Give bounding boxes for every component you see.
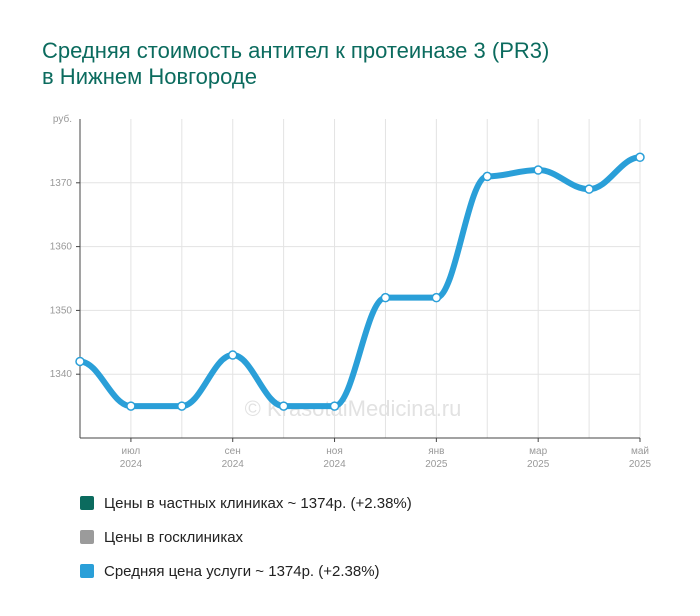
x-tick-label-year: 2025 bbox=[629, 459, 652, 470]
legend-item-average[interactable]: Средняя цена услуги ~ 1374р. (+2.38%) bbox=[80, 554, 412, 588]
line-chart: 1340 1350 1360 1370 руб. июл 2024 сен 2024 ноя 202… bbox=[50, 113, 652, 470]
y-tick-label: 1360 bbox=[50, 242, 73, 253]
data-point bbox=[482, 171, 493, 182]
x-tick-label-month: мар bbox=[529, 446, 547, 457]
legend-label-public: Цены в госклиниках bbox=[104, 528, 244, 546]
axis-labels: 1340 1350 1360 1370 руб. июл 2024 сен 2024 ноя 202… bbox=[50, 113, 652, 470]
data-point bbox=[380, 292, 391, 303]
chart-axes bbox=[76, 119, 641, 442]
x-tick-label-year: 2025 bbox=[527, 459, 550, 470]
x-tick-label-month: янв bbox=[428, 446, 444, 457]
data-point bbox=[584, 184, 594, 194]
data-point bbox=[329, 401, 340, 411]
data-point bbox=[635, 152, 645, 163]
chart-title-line-1: Средняя стоимость антител к протеиназе 3… bbox=[42, 38, 550, 63]
series-line-average bbox=[77, 154, 643, 410]
data-point bbox=[533, 165, 543, 175]
x-tick-label-year: 2024 bbox=[323, 459, 346, 470]
data-point bbox=[278, 401, 289, 411]
x-tick-label-month: ноя bbox=[326, 446, 343, 457]
x-tick-label-month: июл bbox=[122, 446, 141, 457]
y-tick-label: 1350 bbox=[50, 305, 73, 316]
y-tick-label: 1340 bbox=[50, 369, 73, 380]
legend-item-private[interactable]: Цены в частных клиниках ~ 1374р. (+2.38%… bbox=[80, 486, 412, 520]
x-tick-label-month: май bbox=[631, 446, 649, 457]
y-tick-label: 1370 bbox=[50, 178, 73, 189]
legend-swatch-average bbox=[80, 564, 94, 578]
x-tick-label-month: сен bbox=[225, 446, 241, 457]
legend-swatch-public bbox=[80, 530, 94, 544]
chart-legend: Цены в частных клиниках ~ 1374р. (+2.38%… bbox=[80, 486, 412, 588]
x-tick-label-year: 2025 bbox=[425, 459, 448, 470]
legend-label-private: Цены в частных клиниках ~ 1374р. (+2.38%… bbox=[104, 494, 412, 512]
legend-swatch-private bbox=[80, 496, 94, 510]
data-point bbox=[177, 401, 187, 411]
chart-title: Средняя стоимость антител к протеиназе 3… bbox=[42, 38, 549, 90]
data-point bbox=[75, 356, 85, 367]
x-tick-label-year: 2024 bbox=[120, 459, 143, 470]
data-point bbox=[227, 350, 238, 360]
series-average-price bbox=[77, 154, 643, 410]
watermark: © KrasotaiMedicina.ru bbox=[245, 396, 462, 421]
legend-label-average: Средняя цена услуги ~ 1374р. (+2.38%) bbox=[104, 562, 380, 580]
data-point bbox=[126, 401, 136, 411]
chart-grid bbox=[80, 119, 641, 438]
legend-item-public[interactable]: Цены в госклиниках bbox=[80, 520, 412, 554]
data-point bbox=[431, 292, 442, 303]
chart-title-line-2: в Нижнем Новгороде bbox=[42, 64, 257, 89]
x-tick-label-year: 2024 bbox=[222, 459, 245, 470]
data-markers bbox=[75, 152, 645, 411]
y-axis-label: руб. bbox=[53, 113, 72, 125]
